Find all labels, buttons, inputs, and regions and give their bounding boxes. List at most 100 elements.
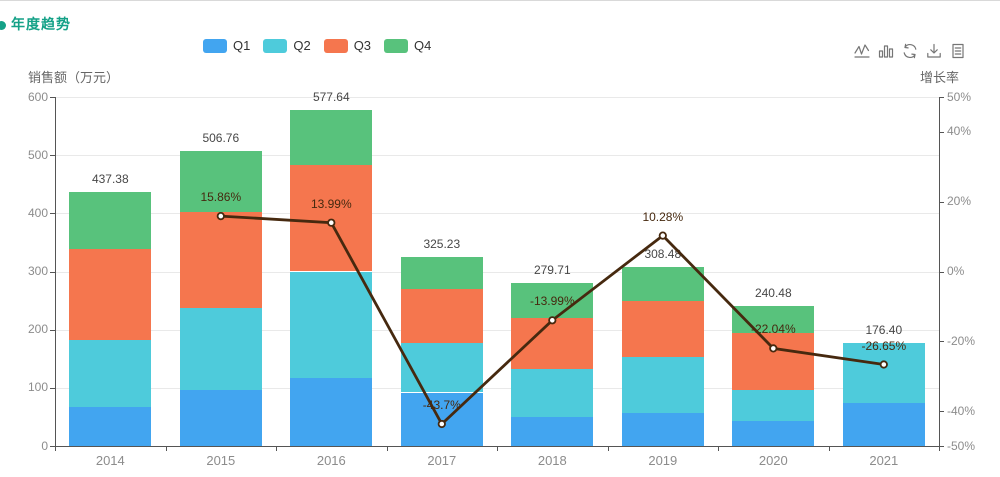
legend-item-q3[interactable]: Q3 bbox=[323, 38, 372, 53]
bar-total-label: 506.76 bbox=[202, 131, 240, 146]
bar-segment-q3-2019 bbox=[621, 301, 704, 357]
bar-segment-q3-2016 bbox=[290, 165, 373, 272]
x-axis-tick bbox=[55, 446, 56, 451]
chart-toolbox bbox=[853, 42, 967, 60]
right-axis-tick bbox=[939, 97, 944, 98]
legend-label: Q2 bbox=[293, 38, 311, 53]
left-axis-tick-label: 400 bbox=[27, 205, 48, 220]
bar-segment-q2-2015 bbox=[179, 308, 262, 391]
left-axis-tick-label: 600 bbox=[27, 89, 48, 104]
x-axis-tick bbox=[386, 446, 388, 451]
bar-segment-q3-2017 bbox=[400, 288, 483, 343]
bar-total-label: 240.48 bbox=[754, 286, 792, 301]
x-axis-category-label: 2019 bbox=[648, 453, 678, 468]
legend-marker-icon bbox=[384, 38, 409, 53]
save-as-image-icon[interactable] bbox=[925, 42, 943, 60]
x-axis-category-label: 2015 bbox=[206, 453, 236, 468]
gridline bbox=[55, 155, 939, 157]
left-axis-tick bbox=[50, 213, 55, 215]
left-axis-tick-label: 100 bbox=[27, 380, 48, 395]
legend-marker-icon bbox=[203, 38, 227, 53]
x-axis-category-label: 2021 bbox=[869, 453, 899, 468]
right-axis-tick bbox=[939, 411, 944, 413]
magic-type-line-icon[interactable] bbox=[853, 42, 871, 60]
right-axis-tick-label: 40% bbox=[947, 124, 972, 139]
right-axis-tick-label: 0% bbox=[947, 264, 965, 278]
left-axis-tick-label: 0 bbox=[41, 438, 48, 453]
section-title: 年度趋势 bbox=[11, 16, 71, 32]
restore-icon[interactable] bbox=[901, 42, 919, 60]
bar-segment-q1-2019 bbox=[621, 413, 704, 446]
bar-segment-q1-2016 bbox=[290, 377, 373, 446]
bar-total-label: 176.40 bbox=[865, 323, 903, 338]
bar-segment-q3-2018 bbox=[511, 318, 594, 370]
legend-marker-icon bbox=[263, 38, 288, 53]
left-axis-line bbox=[55, 97, 56, 446]
x-axis-tick bbox=[939, 446, 940, 451]
bar-segment-q3-2014 bbox=[69, 249, 152, 341]
x-axis-category-label: 2018 bbox=[537, 453, 567, 468]
bar-segment-q2-2016 bbox=[290, 271, 373, 378]
growth-point-marker bbox=[658, 231, 667, 240]
bar-total-label: 577.64 bbox=[312, 90, 350, 104]
bar-total-label: 437.38 bbox=[91, 171, 129, 186]
right-axis-tick-label: -50% bbox=[947, 438, 976, 453]
x-axis-tick bbox=[828, 446, 830, 451]
x-axis-category-label: 2016 bbox=[316, 453, 346, 468]
title-bullet-icon bbox=[0, 21, 6, 30]
x-axis-tick bbox=[165, 446, 167, 451]
bar-segment-q1-2021 bbox=[842, 403, 925, 446]
bar-segment-q2-2014 bbox=[69, 340, 152, 407]
bar-segment-q1-2018 bbox=[511, 416, 594, 446]
legend-item-q4[interactable]: Q4 bbox=[384, 38, 431, 53]
left-axis-tick-label: 500 bbox=[27, 147, 48, 162]
legend-marker-icon bbox=[323, 38, 348, 53]
right-axis-tick-label: -40% bbox=[947, 403, 976, 418]
section-header: 年度趋势 bbox=[11, 14, 71, 34]
growth-rate-label: -43.7% bbox=[422, 398, 461, 412]
legend-label: Q1 bbox=[233, 38, 251, 53]
right-axis-tick bbox=[939, 446, 944, 447]
x-axis-tick bbox=[497, 446, 498, 451]
x-axis-category-label: 2020 bbox=[758, 453, 788, 468]
data-view-icon[interactable] bbox=[949, 42, 967, 60]
x-axis-tick bbox=[607, 446, 609, 451]
growth-rate-label: 10.28% bbox=[642, 209, 684, 224]
left-axis-tick bbox=[50, 329, 55, 331]
x-axis-category-label: 2014 bbox=[95, 453, 125, 468]
growth-rate-label: -26.65% bbox=[861, 338, 907, 353]
magic-type-bar-icon[interactable] bbox=[877, 42, 895, 60]
bar-segment-q3-2020 bbox=[732, 333, 815, 391]
left-axis-tick-label: 200 bbox=[27, 322, 48, 337]
bar-total-label: 279.71 bbox=[533, 263, 571, 278]
right-axis-tick-label: -20% bbox=[947, 333, 976, 348]
right-axis-tick-label: 20% bbox=[947, 194, 972, 209]
bar-segment-q4-2015 bbox=[179, 151, 262, 213]
legend-item-q2[interactable]: Q2 bbox=[263, 38, 311, 53]
left-axis-tick-label: 300 bbox=[27, 264, 48, 278]
bar-segment-q3-2015 bbox=[179, 212, 262, 309]
x-axis-category-label: 2017 bbox=[427, 453, 457, 468]
gridline bbox=[55, 213, 939, 215]
growth-rate-label: -13.99% bbox=[529, 294, 575, 309]
bar-segment-q2-2018 bbox=[511, 369, 594, 417]
bar-total-label: 325.23 bbox=[423, 236, 461, 251]
growth-rate-label: 13.99% bbox=[310, 196, 352, 211]
bar-segment-q1-2020 bbox=[732, 421, 815, 446]
bar-segment-q2-2020 bbox=[732, 390, 815, 421]
bar-segment-q4-2014 bbox=[69, 191, 152, 250]
legend-label: Q3 bbox=[353, 38, 372, 53]
right-axis-tick bbox=[939, 271, 944, 273]
growth-rate-label: 15.86% bbox=[200, 190, 242, 205]
right-axis-tick bbox=[939, 341, 944, 343]
bar-total-label: 308.48 bbox=[644, 246, 682, 261]
left-axis-tick bbox=[50, 387, 55, 389]
legend-item-q1[interactable]: Q1 bbox=[203, 38, 250, 53]
right-axis-tick-label: 50% bbox=[947, 89, 972, 104]
right-axis-tick bbox=[939, 201, 944, 203]
bar-segment-q4-2016 bbox=[290, 110, 373, 165]
right-axis-title: 增长率 bbox=[920, 70, 960, 85]
legend-label: Q4 bbox=[414, 38, 432, 53]
bar-segment-q1-2015 bbox=[179, 390, 262, 446]
gridline bbox=[55, 97, 939, 98]
